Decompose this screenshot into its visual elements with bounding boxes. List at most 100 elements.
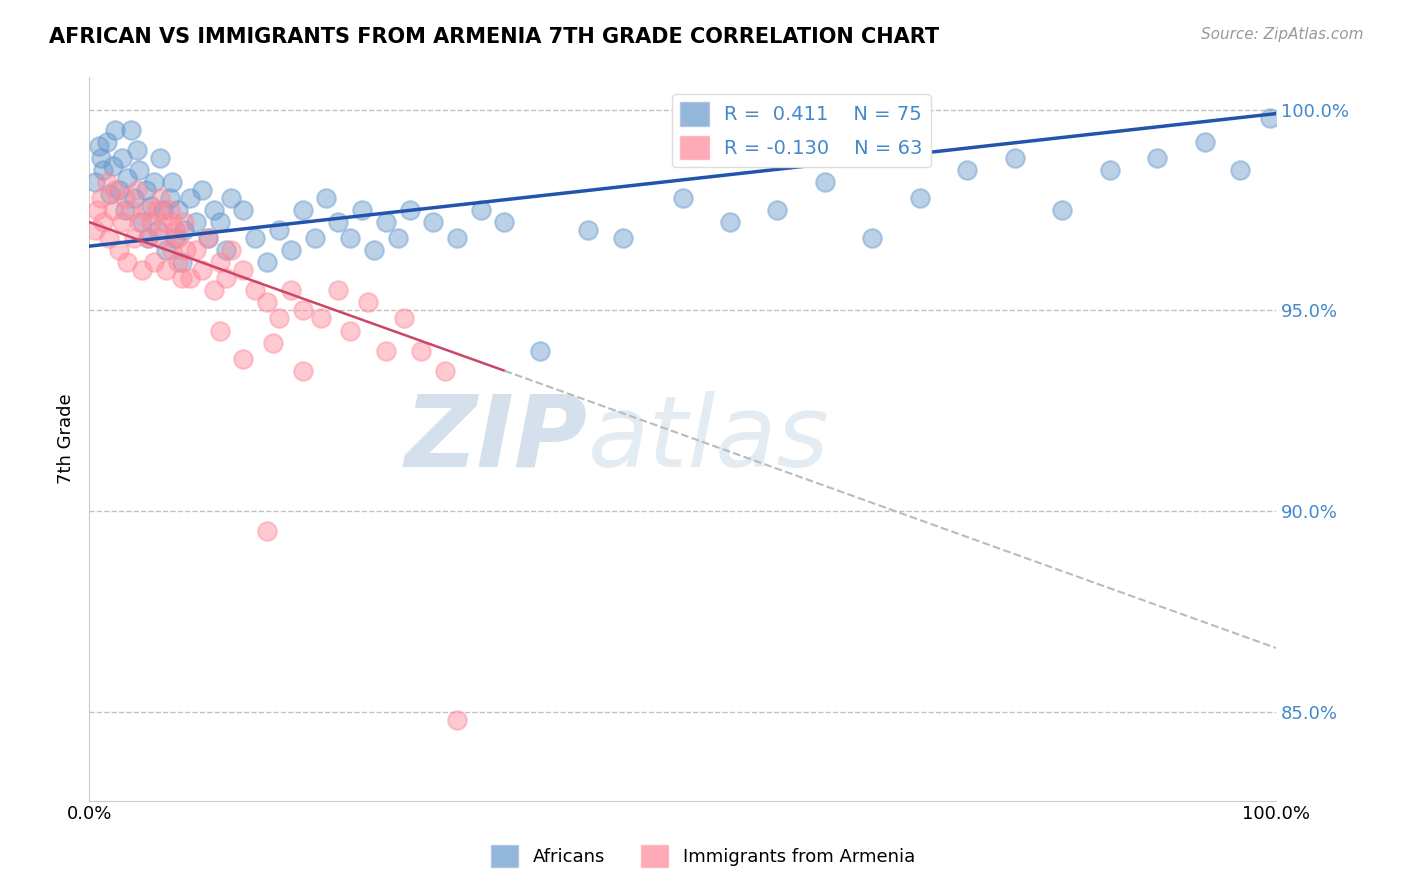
Point xyxy=(115,255,138,269)
Point xyxy=(160,215,183,229)
Point xyxy=(1004,151,1026,165)
Point xyxy=(125,143,148,157)
Point xyxy=(256,295,278,310)
Point xyxy=(135,202,157,217)
Point xyxy=(163,223,186,237)
Point xyxy=(612,231,634,245)
Point xyxy=(184,215,207,229)
Point xyxy=(138,231,160,245)
Point xyxy=(208,255,231,269)
Point xyxy=(173,215,195,229)
Point xyxy=(202,284,225,298)
Point xyxy=(146,223,169,237)
Point xyxy=(179,191,201,205)
Point xyxy=(152,215,174,229)
Point xyxy=(197,231,219,245)
Point xyxy=(86,202,108,217)
Point xyxy=(214,243,236,257)
Point xyxy=(96,135,118,149)
Text: AFRICAN VS IMMIGRANTS FROM ARMENIA 7TH GRADE CORRELATION CHART: AFRICAN VS IMMIGRANTS FROM ARMENIA 7TH G… xyxy=(49,27,939,46)
Point xyxy=(149,231,172,245)
Point xyxy=(91,215,114,229)
Point xyxy=(860,231,883,245)
Point xyxy=(718,215,741,229)
Point xyxy=(191,263,214,277)
Point xyxy=(159,202,181,217)
Point xyxy=(339,231,361,245)
Point xyxy=(114,202,136,217)
Point xyxy=(145,202,167,217)
Point xyxy=(387,231,409,245)
Point xyxy=(197,231,219,245)
Point xyxy=(245,231,267,245)
Point xyxy=(160,175,183,189)
Point xyxy=(374,343,396,358)
Point xyxy=(956,162,979,177)
Point xyxy=(159,191,181,205)
Point xyxy=(179,271,201,285)
Point xyxy=(91,162,114,177)
Point xyxy=(398,202,420,217)
Point xyxy=(163,231,186,245)
Point xyxy=(90,151,112,165)
Y-axis label: 7th Grade: 7th Grade xyxy=(58,393,75,484)
Point xyxy=(111,151,134,165)
Point xyxy=(160,243,183,257)
Point xyxy=(90,191,112,205)
Point xyxy=(84,175,107,189)
Point xyxy=(352,202,374,217)
Point xyxy=(267,223,290,237)
Point xyxy=(202,202,225,217)
Point xyxy=(814,175,837,189)
Point xyxy=(434,364,457,378)
Point xyxy=(411,343,433,358)
Point xyxy=(374,215,396,229)
Point xyxy=(576,223,599,237)
Point xyxy=(100,186,122,201)
Point xyxy=(143,175,166,189)
Legend: Africans, Immigrants from Armenia: Africans, Immigrants from Armenia xyxy=(484,838,922,874)
Point xyxy=(152,202,174,217)
Point xyxy=(1229,162,1251,177)
Point xyxy=(115,170,138,185)
Point xyxy=(908,191,931,205)
Point xyxy=(101,202,124,217)
Point xyxy=(139,215,162,229)
Point xyxy=(131,215,153,229)
Point xyxy=(128,162,150,177)
Point xyxy=(315,191,337,205)
Text: atlas: atlas xyxy=(588,391,830,488)
Point xyxy=(766,202,789,217)
Point xyxy=(191,183,214,197)
Point xyxy=(328,284,350,298)
Point xyxy=(128,215,150,229)
Point xyxy=(232,202,254,217)
Point xyxy=(84,223,107,237)
Legend: R =  0.411    N = 75, R = -0.130    N = 63: R = 0.411 N = 75, R = -0.130 N = 63 xyxy=(672,95,931,167)
Point xyxy=(328,215,350,229)
Point xyxy=(139,199,162,213)
Point xyxy=(280,284,302,298)
Point xyxy=(120,122,142,136)
Point xyxy=(122,191,145,205)
Point xyxy=(143,255,166,269)
Point xyxy=(135,183,157,197)
Point xyxy=(167,231,190,245)
Point xyxy=(111,215,134,229)
Point xyxy=(304,231,326,245)
Point xyxy=(114,191,136,205)
Point xyxy=(267,311,290,326)
Point xyxy=(173,223,195,237)
Point xyxy=(529,343,551,358)
Point xyxy=(422,215,444,229)
Point xyxy=(149,151,172,165)
Point xyxy=(122,231,145,245)
Point xyxy=(1258,111,1281,125)
Point xyxy=(221,191,243,205)
Point xyxy=(131,263,153,277)
Point xyxy=(256,255,278,269)
Point xyxy=(98,231,121,245)
Point xyxy=(446,713,468,727)
Point xyxy=(176,243,198,257)
Point xyxy=(208,215,231,229)
